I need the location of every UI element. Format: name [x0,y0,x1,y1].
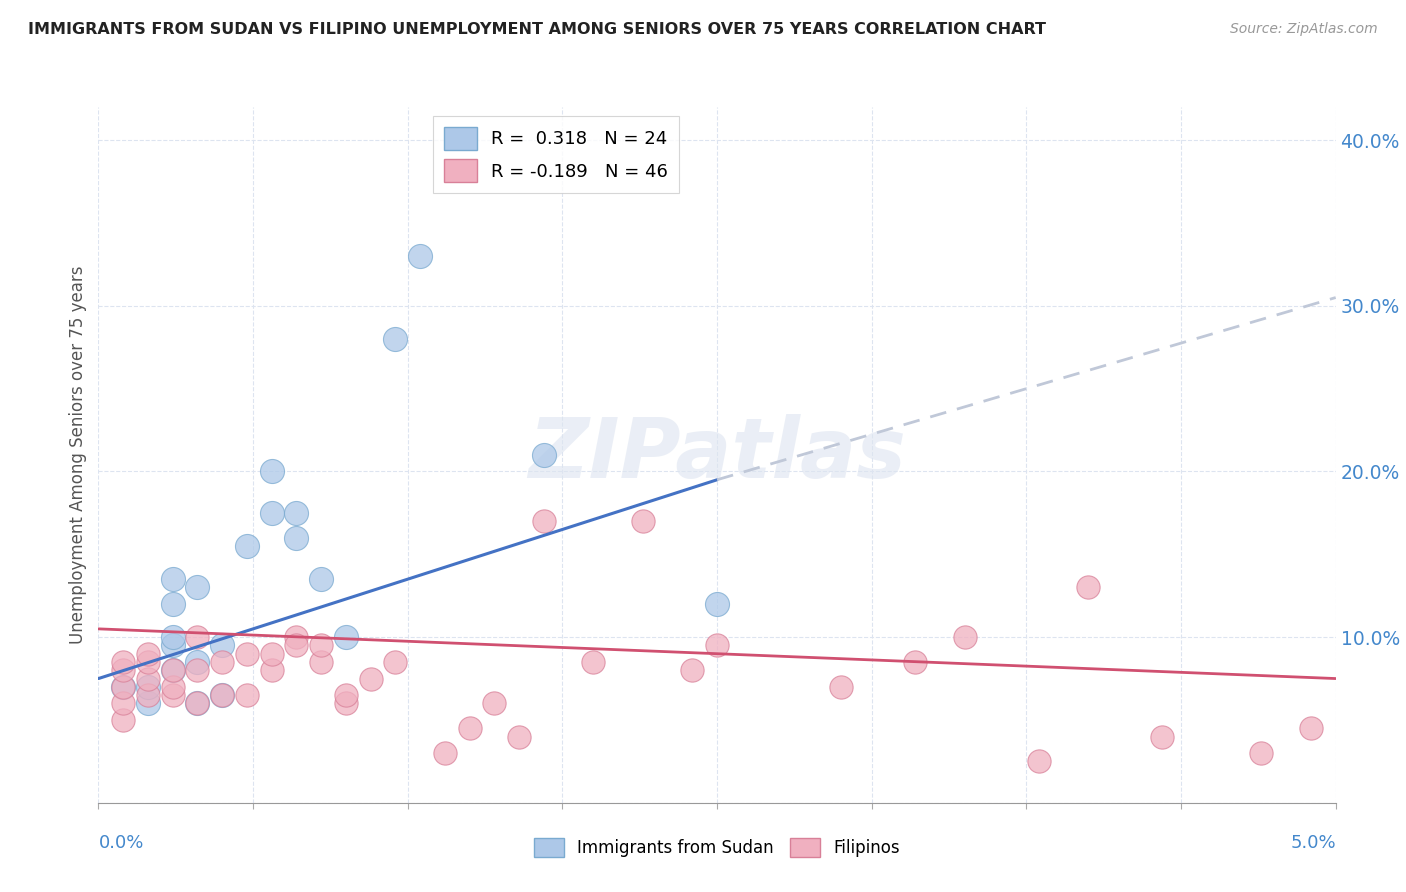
Point [335,630,357,644]
Point [186,655,208,669]
Point [830,680,852,694]
Point [162,688,184,702]
Point [285,630,308,644]
Point [384,332,406,346]
Point [1077,581,1099,595]
Point [706,597,728,611]
Point [211,655,233,669]
Point [162,572,184,586]
Point [582,655,605,669]
Point [186,663,208,677]
Point [236,688,259,702]
Point [309,639,332,653]
Point [186,581,208,595]
Text: Source: ZipAtlas.com: Source: ZipAtlas.com [1230,22,1378,37]
Point [236,539,259,553]
Point [211,688,233,702]
Text: IMMIGRANTS FROM SUDAN VS FILIPINO UNEMPLOYMENT AMONG SENIORS OVER 75 YEARS CORRE: IMMIGRANTS FROM SUDAN VS FILIPINO UNEMPL… [28,22,1046,37]
Point [236,647,259,661]
Y-axis label: Unemployment Among Seniors over 75 years: Unemployment Among Seniors over 75 years [69,266,87,644]
Point [112,713,135,727]
Point [409,249,432,263]
Point [285,506,308,520]
Point [162,639,184,653]
Point [309,655,332,669]
Point [136,655,159,669]
Point [112,663,135,677]
Point [484,697,506,711]
Point [1152,730,1174,744]
Point [136,680,159,694]
Point [458,721,481,735]
Point [136,647,159,661]
Point [136,672,159,686]
Point [706,639,728,653]
Point [136,688,159,702]
Point [112,697,135,711]
Point [360,672,382,686]
Text: ZIPatlas: ZIPatlas [529,415,905,495]
Point [433,746,456,760]
Text: 5.0%: 5.0% [1291,834,1336,852]
Point [533,448,555,462]
Point [335,697,357,711]
Point [285,531,308,545]
Point [631,514,654,528]
Point [285,639,308,653]
Point [384,655,406,669]
Point [162,597,184,611]
Point [162,680,184,694]
Point [335,688,357,702]
Point [508,730,530,744]
Legend: Immigrants from Sudan, Filipinos: Immigrants from Sudan, Filipinos [527,831,907,864]
Text: 0.0%: 0.0% [98,834,143,852]
Point [953,630,976,644]
Point [309,572,332,586]
Point [186,630,208,644]
Point [162,663,184,677]
Point [186,697,208,711]
Point [162,630,184,644]
Point [904,655,927,669]
Point [112,655,135,669]
Point [211,639,233,653]
Point [186,697,208,711]
Point [1250,746,1272,760]
Point [136,697,159,711]
Point [260,647,283,661]
Point [533,514,555,528]
Point [1299,721,1322,735]
Point [112,680,135,694]
Point [260,506,283,520]
Point [260,663,283,677]
Point [681,663,703,677]
Point [112,680,135,694]
Point [211,688,233,702]
Point [260,465,283,479]
Point [1028,755,1050,769]
Point [162,663,184,677]
